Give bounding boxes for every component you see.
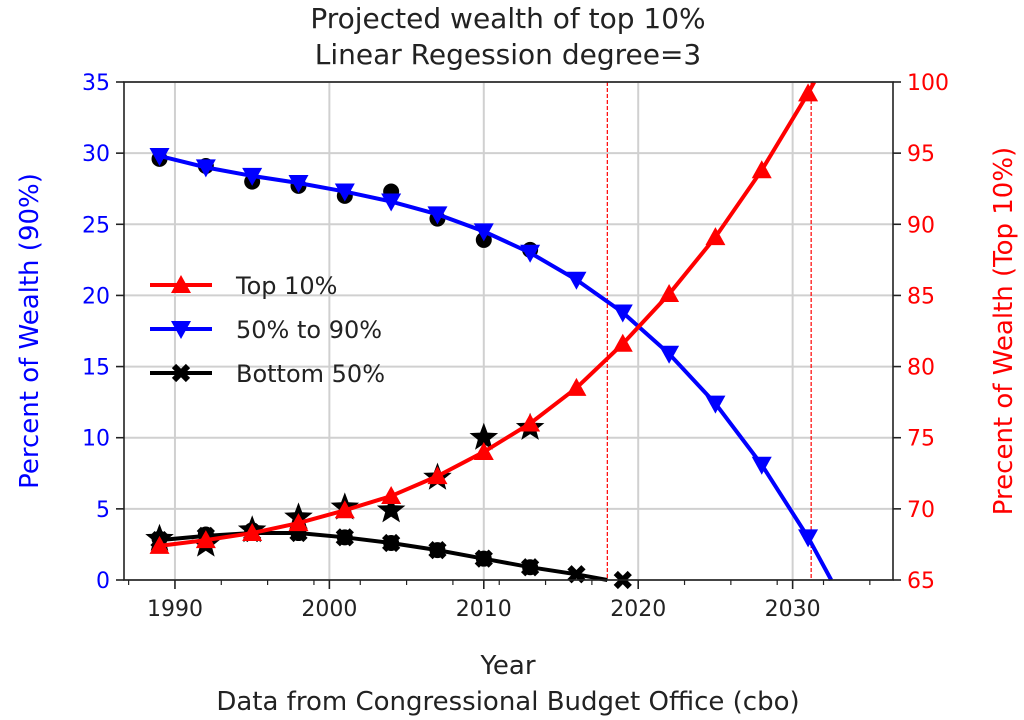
marker-triangle-up: [473, 441, 494, 460]
legend-label: 50% to 90%: [236, 316, 382, 344]
x-tick-label: 2000: [301, 597, 357, 622]
marker-triangle-up: [334, 500, 355, 519]
x-tick-label: 2020: [610, 597, 666, 622]
series-line: [159, 531, 608, 582]
marker-x: [520, 558, 540, 577]
marker-triangle-down: [566, 271, 587, 290]
y-tick-label-right: 70: [907, 498, 935, 523]
legend: Top 10% 50% to 90% Bottom 50%: [150, 272, 385, 388]
y-tick-label-left: 20: [82, 284, 110, 309]
marker-triangle-down: [288, 175, 309, 194]
y-tick-label-right: 80: [907, 356, 935, 381]
marker-triangle-down: [705, 395, 726, 414]
marker-triangle-down: [427, 206, 448, 225]
marker-triangle-down: [520, 244, 541, 263]
marker-triangle-up: [705, 227, 726, 246]
marker-triangle-up: [659, 284, 680, 303]
y-tick-label-left: 10: [82, 427, 110, 452]
x-tick-label: 1990: [147, 597, 203, 622]
y-tick-label-left: 30: [82, 142, 110, 167]
marker-triangle-down: [473, 223, 494, 242]
y-tick-label-right: 65: [907, 569, 935, 594]
marker-star: [469, 422, 499, 450]
marker-triangle-down: [751, 456, 772, 475]
y-tick-label-right: 85: [907, 284, 935, 309]
marker-triangle-up: [149, 535, 170, 554]
y-tick-label-left: 35: [82, 71, 110, 96]
y-tick-label-left: 25: [82, 213, 110, 238]
marker-triangle-up: [427, 466, 448, 485]
marker-triangle-down: [242, 167, 263, 186]
marker-triangle-up: [798, 83, 819, 102]
y-tick-label-right: 90: [907, 213, 935, 238]
caption: Data from Congressional Budget Office (c…: [216, 687, 799, 717]
y-axis-label-left: Percent of Wealth (90%): [15, 173, 45, 489]
marker-triangle-down: [381, 193, 402, 212]
legend-label: Top 10%: [235, 272, 337, 300]
series-line: [159, 154, 833, 581]
marker-triangle-up: [381, 486, 402, 505]
marker-x: [171, 363, 191, 383]
marker-triangle-up: [566, 377, 587, 396]
x-tick-label: 2030: [765, 597, 821, 622]
chart-subtitle: Linear Regession degree=3: [315, 38, 701, 71]
marker-triangle-up: [520, 413, 541, 432]
y-tick-label-left: 15: [82, 356, 110, 381]
marker-x: [382, 533, 401, 553]
legend-label: Bottom 50%: [236, 360, 385, 388]
marker-triangle-down: [149, 147, 170, 166]
marker-star: [376, 495, 406, 523]
marker-triangle-down: [334, 183, 355, 202]
x-tick-label: 2010: [456, 597, 512, 622]
plot-area: [145, 81, 833, 590]
marker-triangle-up: [242, 523, 263, 542]
y-tick-label-right: 100: [907, 71, 949, 96]
marker-triangle-down: [798, 529, 819, 548]
marker-triangle-down: [659, 345, 680, 364]
y-tick-label-left: 5: [96, 498, 110, 523]
marker-x: [567, 565, 586, 584]
axes: 1990 2000 2010 2020 2030 0 5 10 15 20 25 30 35 65 70 75…: [82, 71, 949, 622]
marker-triangle-down: [171, 321, 191, 339]
y-tick-label-left: 0: [96, 569, 110, 594]
marker-triangle-up: [288, 513, 309, 532]
chart-title: Projected wealth of top 10%: [310, 2, 705, 35]
marker-triangle-up: [751, 160, 772, 179]
marker-x: [335, 528, 354, 547]
marker-x: [428, 540, 447, 560]
marker-triangle-down: [612, 304, 633, 323]
x-axis-label: Year: [479, 651, 535, 681]
y-tick-label-right: 75: [907, 427, 935, 452]
plot-frame: [123, 81, 894, 581]
marker-triangle-up: [171, 275, 191, 293]
marker-triangle-down: [195, 159, 216, 178]
marker-x: [474, 549, 493, 568]
y-axis-label-right: Precent of Wealth (Top 10%): [989, 147, 1019, 515]
y-tick-label-right: 95: [907, 142, 935, 167]
marker-triangle-up: [195, 530, 216, 549]
series-line: [159, 81, 817, 548]
marker-triangle-up: [612, 333, 633, 352]
